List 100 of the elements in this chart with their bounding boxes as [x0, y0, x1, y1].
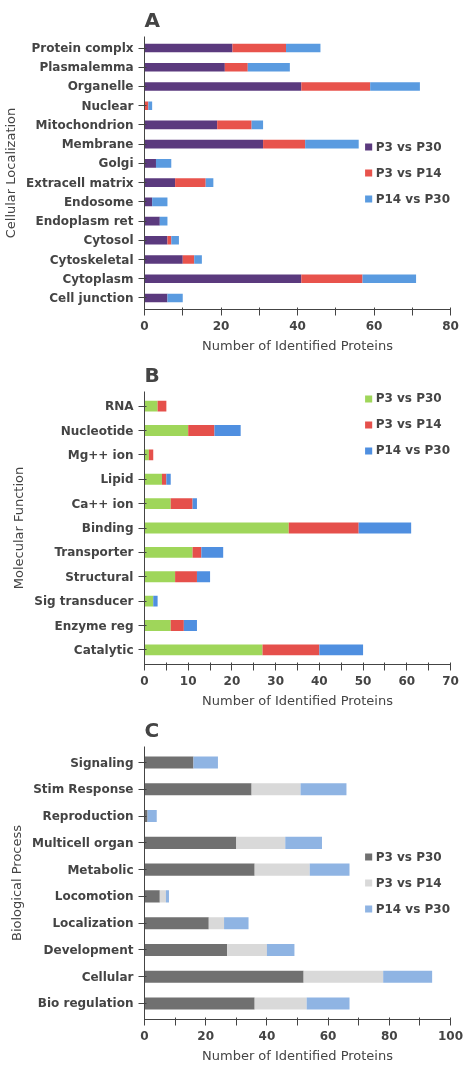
legend-label: P14 vs P30 [375, 191, 450, 206]
bar [288, 522, 359, 534]
bar [286, 43, 321, 53]
bar [217, 120, 252, 130]
bar [144, 810, 148, 823]
bar [144, 863, 255, 876]
y-tick-label: Localization [52, 916, 134, 931]
bar [170, 620, 184, 631]
x-tick-label: 80 [380, 1028, 398, 1043]
y-tick-label: Multicell organ [32, 835, 134, 850]
bar [247, 62, 290, 72]
bar [301, 274, 363, 284]
bar [144, 595, 154, 607]
y-tick-label: Mg++ ion [67, 447, 134, 462]
bar [144, 139, 264, 149]
bar [144, 917, 209, 930]
x-axis-title: Number of Identified Proteins [202, 337, 394, 353]
bar [224, 917, 249, 930]
bar [182, 255, 195, 264]
bar [159, 890, 166, 903]
y-tick-label: Nuclear [81, 98, 134, 113]
y-tick-label: Protein complx [31, 41, 134, 56]
y-tick-label: Development [43, 942, 134, 957]
bar [263, 139, 306, 149]
bar [262, 644, 320, 656]
y-tick-label: Cell junction [49, 290, 134, 305]
x-axis-title: Number of Identified Proteins [202, 1047, 394, 1063]
y-tick-label: Metabolic [67, 862, 134, 877]
bar [301, 82, 371, 91]
y-axis-title: Molecular Function [11, 466, 27, 590]
bar [232, 43, 287, 53]
bar [183, 620, 197, 631]
x-tick-label: 0 [140, 318, 149, 333]
bar [144, 62, 225, 72]
bar [285, 836, 322, 849]
bar [144, 620, 171, 631]
x-tick-label: 20 [197, 1028, 215, 1043]
y-tick-label: Binding [81, 521, 134, 535]
x-axis-title: Number of Identified Proteins [202, 692, 394, 708]
y-tick-label: Cytoplasm [62, 271, 134, 286]
legend-label: P3 vs P14 [375, 165, 442, 180]
bar [144, 890, 160, 903]
bar [165, 890, 169, 903]
legend-label: P3 vs P30 [375, 391, 442, 405]
bar [144, 274, 302, 284]
y-tick-label: Lipid [100, 472, 134, 487]
bar [144, 400, 158, 412]
bar [166, 473, 171, 485]
bar [251, 783, 301, 796]
bar [300, 783, 347, 796]
bar [144, 836, 237, 849]
y-tick-label: Stim Response [33, 782, 134, 797]
bar [303, 970, 384, 983]
bar [236, 836, 286, 849]
y-tick-label: Extracell matrix [26, 175, 134, 190]
bar [167, 293, 183, 303]
bar [266, 943, 295, 956]
legend-label: P3 vs P14 [375, 417, 442, 431]
x-tick-label: 20 [223, 673, 241, 688]
bar [196, 571, 211, 583]
bar [309, 863, 350, 876]
y-axis-title: Biological Process [9, 824, 24, 942]
y-tick-label: Membrane [61, 137, 134, 152]
x-tick-label: 10 [179, 673, 197, 688]
bar [144, 756, 194, 769]
y-tick-label: Endoplasm ret [35, 214, 134, 229]
chart-title: C [144, 717, 160, 742]
y-tick-label: RNA [104, 399, 135, 414]
bar [144, 644, 263, 656]
bar [148, 449, 154, 461]
bar [319, 644, 364, 656]
x-tick-label: 0 [140, 1028, 149, 1043]
x-tick-label: 30 [267, 673, 284, 688]
legend-label: P3 vs P30 [375, 139, 442, 154]
bar [153, 595, 158, 607]
y-tick-label: Mitochondrion [35, 117, 134, 132]
x-tick-label: 60 [319, 1028, 337, 1043]
bar [358, 522, 412, 534]
bar [205, 178, 214, 187]
bar [144, 425, 189, 436]
bar [144, 473, 162, 485]
bar [144, 120, 218, 130]
bar [254, 863, 310, 876]
bar [175, 178, 206, 187]
bar [305, 139, 359, 149]
bar [144, 522, 289, 534]
y-tick-label: Ca++ ion [71, 496, 134, 511]
bar [362, 274, 417, 284]
bar [193, 756, 218, 769]
bar [192, 498, 197, 510]
bar [144, 255, 183, 264]
bar [144, 997, 255, 1010]
y-tick-label: Catalytic [73, 642, 134, 657]
x-tick-label: 60 [365, 318, 383, 333]
bar [144, 178, 176, 187]
x-tick-label: 20 [212, 318, 230, 333]
bar [144, 43, 233, 53]
y-axis-title: Cellular Localization [3, 107, 19, 239]
bar [144, 943, 228, 956]
y-tick-label: Structural [65, 569, 134, 584]
